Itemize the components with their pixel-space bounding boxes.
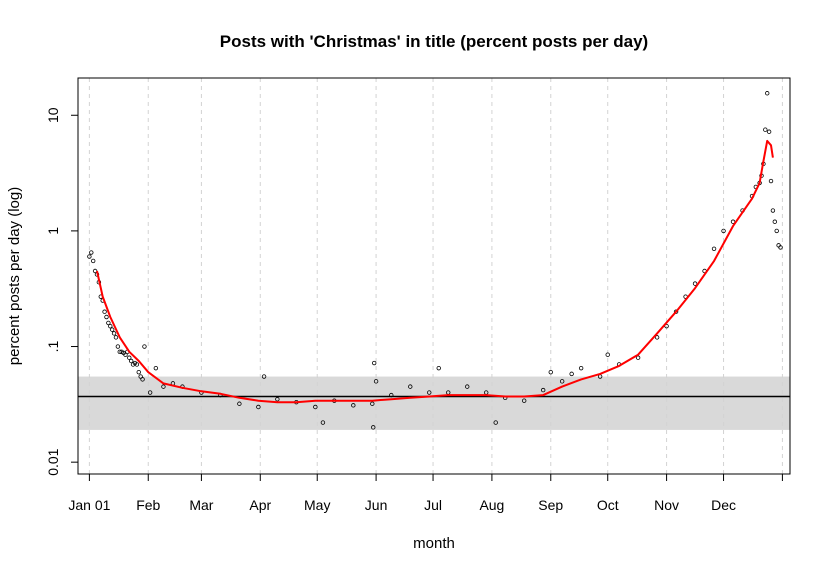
data-point <box>261 374 267 379</box>
data-point <box>559 379 565 384</box>
data-point <box>389 392 394 398</box>
data-point <box>768 178 774 184</box>
data-point <box>373 379 379 384</box>
y-tick-label: 10 <box>45 107 61 123</box>
x-tick-label: May <box>304 497 330 513</box>
data-point <box>109 327 115 332</box>
x-tick-label: Aug <box>479 497 504 513</box>
data-point <box>134 362 140 367</box>
x-tick-label: Feb <box>136 497 160 513</box>
x-tick-label: Mar <box>189 497 213 513</box>
data-point <box>127 355 132 360</box>
x-tick-label: Jul <box>424 497 442 513</box>
baseline-band-layer <box>78 376 790 430</box>
y-tick-label: 0.01 <box>45 448 61 475</box>
data-point <box>765 91 770 96</box>
data-point <box>106 320 111 326</box>
data-point <box>770 208 776 213</box>
data-point <box>92 268 98 274</box>
data-point <box>371 425 376 430</box>
data-point <box>275 397 280 402</box>
data-points <box>87 91 783 430</box>
data-point <box>664 323 669 329</box>
data-point <box>540 387 546 393</box>
smooth-line <box>96 139 774 404</box>
x-axis-label: month <box>413 535 455 552</box>
data-point <box>104 314 109 320</box>
data-point <box>89 250 94 255</box>
data-point <box>351 403 356 408</box>
data-point <box>763 127 768 132</box>
data-point <box>113 335 119 340</box>
y-tick-label: 1 <box>45 227 61 235</box>
data-point <box>153 365 159 371</box>
data-point <box>605 352 610 357</box>
x-tick-label: Oct <box>597 497 619 513</box>
x-tick-label: Nov <box>654 497 679 513</box>
smooth-line-layer <box>96 139 774 404</box>
data-point <box>711 246 717 252</box>
data-point <box>436 365 441 371</box>
data-point <box>256 404 261 410</box>
data-point <box>371 360 377 366</box>
data-point <box>147 390 153 395</box>
y-tick-label: .1 <box>45 340 61 352</box>
data-point <box>313 404 318 410</box>
data-point <box>408 384 413 389</box>
data-point <box>161 384 166 389</box>
data-point <box>87 254 92 259</box>
data-point <box>320 420 326 425</box>
data-point <box>465 384 470 389</box>
data-point <box>654 335 660 340</box>
data-point <box>774 228 779 234</box>
data-point <box>427 390 432 395</box>
baseline-band <box>78 376 790 430</box>
x-tick-label: Apr <box>249 497 271 513</box>
x-axis: Jan 01 Feb Mar Apr May Jun Jul Aug Sep Oct Nov Dec <box>68 473 783 513</box>
data-point <box>90 258 96 264</box>
data-point <box>140 377 145 382</box>
x-tick-label: Dec <box>711 497 736 513</box>
data-point <box>778 245 783 250</box>
x-tick-label: Sep <box>538 497 563 513</box>
data-point <box>766 129 772 134</box>
data-point <box>142 344 147 349</box>
data-point <box>115 344 121 349</box>
data-point <box>102 309 107 314</box>
data-point <box>237 401 242 406</box>
data-point <box>128 358 134 364</box>
y-axis: 0.01 .1 1 10 <box>45 107 79 476</box>
x-tick-label: Jan 01 <box>68 497 110 513</box>
data-point <box>578 365 584 371</box>
data-point <box>673 309 679 314</box>
chart-title: Posts with 'Christmas' in title (percent… <box>220 32 648 51</box>
x-tick-label: Jun <box>365 497 388 513</box>
data-point <box>635 355 641 360</box>
data-point <box>117 349 122 355</box>
data-point <box>493 420 498 425</box>
data-point <box>692 281 698 286</box>
data-point <box>370 401 375 406</box>
data-point <box>569 371 574 377</box>
data-point <box>521 398 527 403</box>
y-axis-label: percent posts per day (log) <box>6 187 23 365</box>
data-point <box>721 228 726 234</box>
data-point <box>548 369 553 375</box>
data-point <box>111 331 117 336</box>
data-point <box>136 369 141 375</box>
data-point <box>772 219 778 224</box>
data-point <box>108 323 113 329</box>
